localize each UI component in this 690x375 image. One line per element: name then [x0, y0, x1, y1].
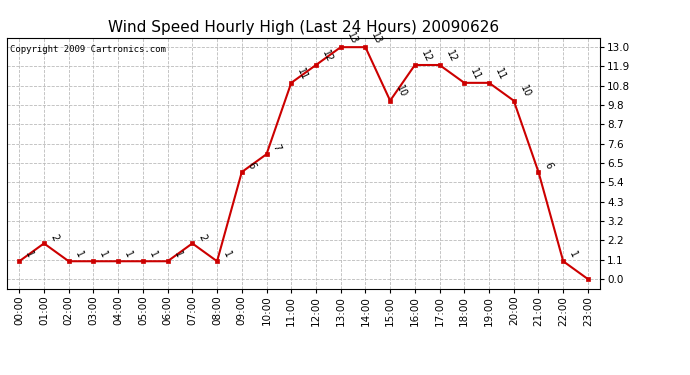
Text: 11: 11 [295, 66, 310, 81]
Text: 2: 2 [48, 232, 60, 242]
Text: 12: 12 [444, 48, 458, 64]
Text: 1: 1 [97, 250, 109, 260]
Text: 6: 6 [542, 161, 554, 171]
Text: 1: 1 [122, 250, 134, 260]
Text: 1: 1 [172, 250, 184, 260]
Text: 12: 12 [320, 48, 335, 64]
Text: 7: 7 [270, 143, 282, 153]
Text: 1: 1 [221, 250, 233, 260]
Text: 13: 13 [345, 30, 359, 46]
Text: 12: 12 [419, 48, 433, 64]
Text: 10: 10 [394, 84, 408, 99]
Text: 1: 1 [567, 250, 579, 260]
Text: 6: 6 [246, 161, 257, 171]
Title: Wind Speed Hourly High (Last 24 Hours) 20090626: Wind Speed Hourly High (Last 24 Hours) 2… [108, 20, 499, 35]
Text: 11: 11 [493, 66, 507, 81]
Text: 13: 13 [370, 30, 384, 46]
Text: 1: 1 [147, 250, 159, 260]
Text: 2: 2 [197, 232, 208, 242]
Text: 1: 1 [23, 250, 35, 260]
Text: 11: 11 [469, 66, 483, 81]
Text: 10: 10 [518, 84, 532, 99]
Text: 1: 1 [73, 250, 85, 260]
Text: Copyright 2009 Cartronics.com: Copyright 2009 Cartronics.com [10, 45, 166, 54]
